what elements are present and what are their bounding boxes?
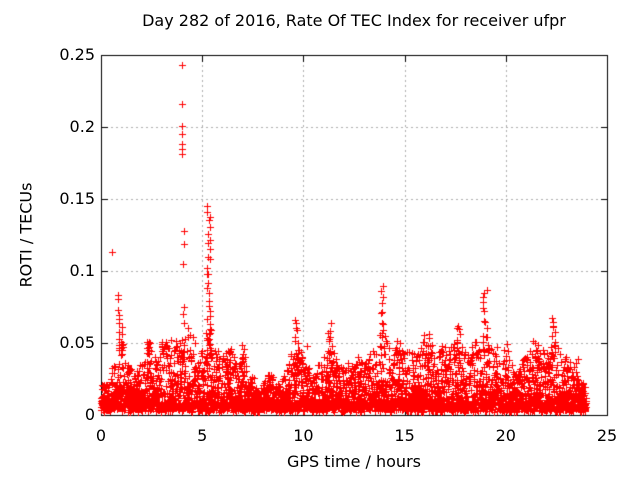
x-tick-label: 10: [293, 426, 314, 445]
x-tick-label: 25: [596, 426, 618, 445]
y-tick-label: 0.05: [59, 333, 95, 352]
y-tick-label: 0.2: [69, 117, 95, 136]
y-axis-label: ROTI / TECUs: [16, 182, 36, 288]
x-tick-label: 5: [197, 426, 208, 445]
y-tick-label: 0.1: [69, 261, 95, 280]
x-axis-label: GPS time / hours: [287, 452, 421, 471]
y-tick-label: 0: [84, 405, 95, 424]
x-tick-label: 20: [495, 426, 516, 445]
x-tick-label: 15: [394, 426, 415, 445]
y-tick-label: 0.15: [59, 189, 95, 208]
chart-title: Day 282 of 2016, Rate Of TEC Index for r…: [142, 11, 566, 30]
y-tick-label: 0.25: [59, 45, 95, 64]
x-tick-label: 0: [95, 426, 107, 445]
